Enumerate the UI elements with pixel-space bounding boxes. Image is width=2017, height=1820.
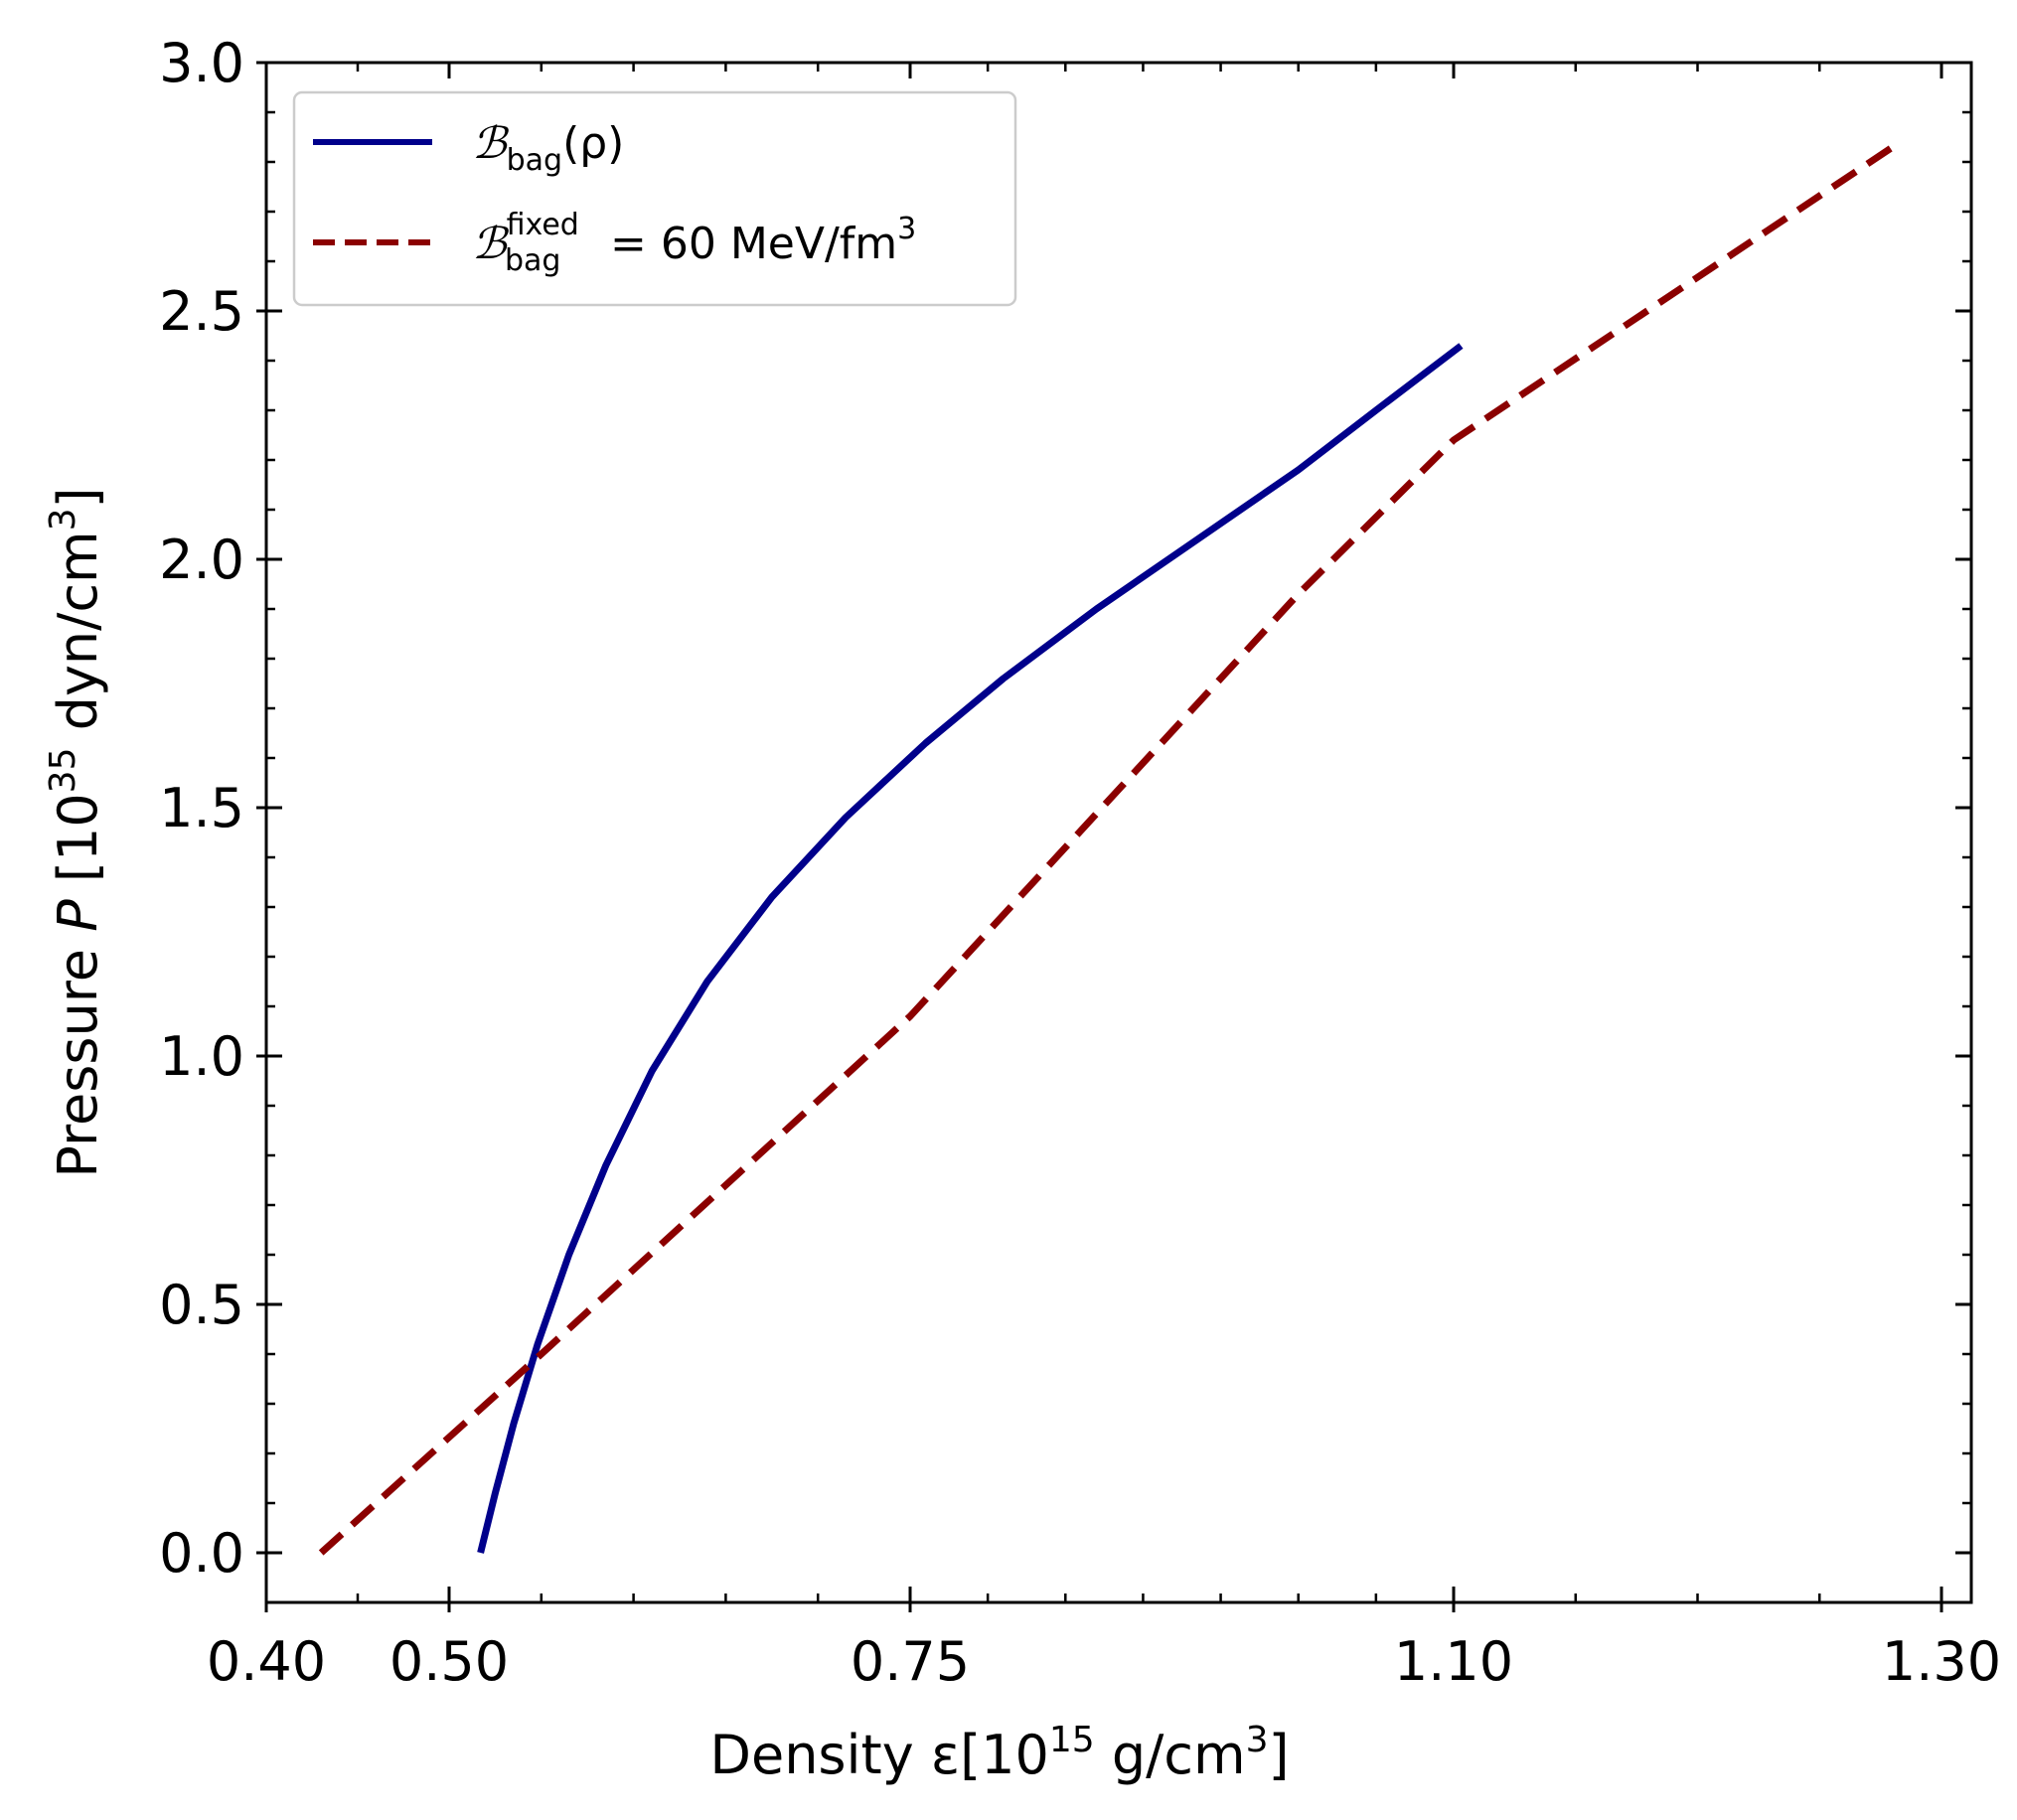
y-tick-label: 1.0 (159, 1025, 244, 1088)
series-layer (318, 144, 1895, 1556)
series-line-b-bag-fixed (318, 144, 1895, 1556)
y-tick-label: 0.5 (159, 1274, 244, 1336)
x-tick-label: 1.30 (1882, 1630, 2001, 1693)
y-tick-label: 2.5 (159, 280, 244, 343)
plot-frame (264, 61, 1973, 1604)
x-tick-label: 0.40 (207, 1630, 326, 1693)
y-tick-label: 2.0 (159, 529, 244, 591)
y-tick-label: 1.5 (159, 777, 244, 839)
legend-box (292, 90, 1017, 307)
series-line-b-bag-rho (477, 343, 1464, 1554)
y-tick-label: 0.0 (159, 1522, 244, 1585)
x-tick-label: 0.50 (389, 1630, 509, 1693)
y-axis-title: Pressure P [1035 dyn/cm3] (43, 487, 109, 1177)
x-tick-label: 0.75 (851, 1630, 970, 1693)
x-axis-title: Density ε[1015 g/cm3] (709, 1720, 1289, 1786)
y-tick-label: 3.0 (159, 32, 244, 94)
legend-label-b-bag-rho: ℬbag(ρ) (472, 118, 624, 178)
legend: ℬbag(ρ) ℬfixed bag = 60 MeV/fm3 (292, 90, 1017, 307)
x-tick-label: 1.10 (1394, 1630, 1513, 1693)
legend-label-b-bag-fixed: ℬfixed bag = 60 MeV/fm3 (472, 208, 916, 278)
